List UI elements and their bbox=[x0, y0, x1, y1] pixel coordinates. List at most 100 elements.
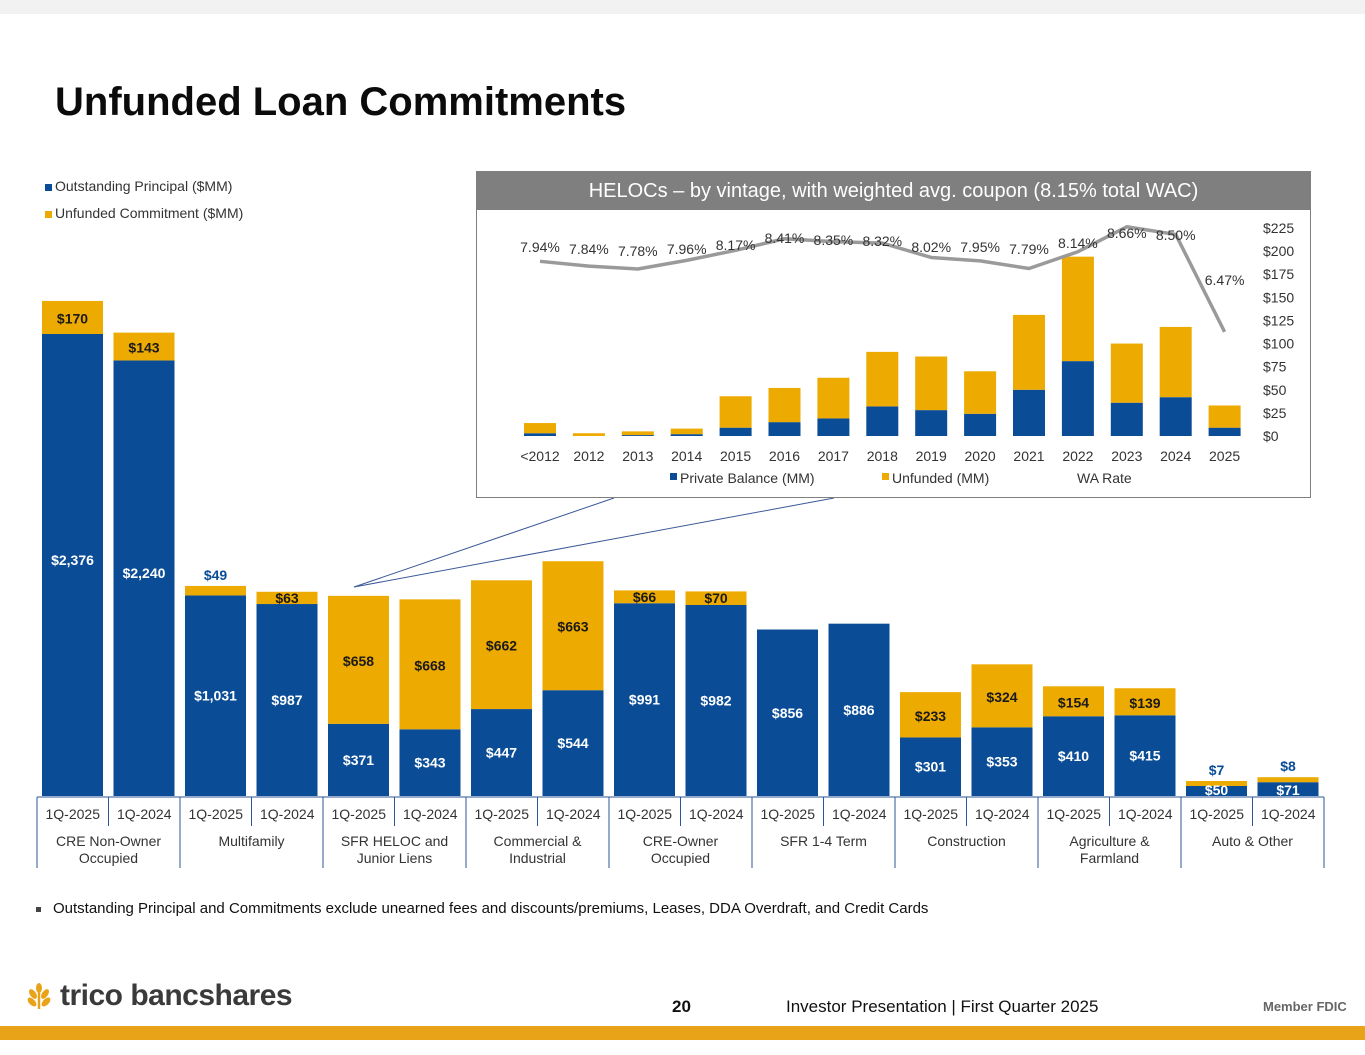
bar-principal bbox=[256, 604, 318, 796]
heloc-rate-label: 8.17% bbox=[716, 237, 756, 253]
heloc-y-tick: $125 bbox=[1263, 312, 1294, 328]
data-label-unfunded: $233 bbox=[915, 708, 946, 724]
data-label-principal: $447 bbox=[486, 745, 517, 761]
bar-principal bbox=[471, 709, 532, 796]
wheat-logo-icon bbox=[27, 983, 51, 1009]
bar-principal bbox=[42, 334, 103, 796]
data-label-unfunded: $668 bbox=[414, 657, 445, 673]
data-label-principal: $856 bbox=[772, 705, 803, 721]
heloc-bar-balance bbox=[915, 410, 948, 436]
heloc-legend-swatch bbox=[882, 473, 889, 480]
page-title: Unfunded Loan Commitments bbox=[55, 80, 627, 124]
heloc-bar-balance bbox=[964, 413, 997, 436]
group-label: Construction bbox=[927, 833, 1006, 849]
heloc-bar-unfunded bbox=[1208, 405, 1241, 428]
heloc-y-tick: $225 bbox=[1263, 220, 1294, 236]
period-label: 1Q-2024 bbox=[689, 806, 744, 822]
period-label: 1Q-2024 bbox=[403, 806, 458, 822]
data-label-unfunded: $49 bbox=[204, 567, 228, 583]
heloc-y-tick: $100 bbox=[1263, 336, 1294, 352]
bar-unfunded bbox=[113, 332, 175, 361]
heloc-x-label: <2012 bbox=[520, 448, 560, 464]
bar-unfunded bbox=[971, 664, 1033, 728]
group-label: CRE Non-Owner Occupied bbox=[56, 833, 161, 866]
heloc-rate-label: 8.32% bbox=[862, 233, 902, 249]
heloc-y-tick: $75 bbox=[1263, 359, 1287, 375]
data-label-unfunded: $63 bbox=[275, 590, 299, 606]
heloc-bar-balance bbox=[670, 434, 703, 436]
bar-principal bbox=[328, 723, 389, 796]
heloc-y-tick: $150 bbox=[1263, 289, 1294, 305]
data-label-unfunded: $324 bbox=[986, 689, 1017, 705]
data-label-principal: $50 bbox=[1205, 782, 1229, 798]
bar-unfunded bbox=[1114, 688, 1176, 716]
heloc-x-label: 2019 bbox=[916, 448, 947, 464]
heloc-legend-label: Private Balance (MM) bbox=[680, 470, 815, 486]
main-loan-chart: Outstanding Principal ($MM) Unfunded Comm… bbox=[36, 178, 1325, 868]
heloc-x-label: 2012 bbox=[573, 448, 604, 464]
heloc-rate-label: 6.47% bbox=[1205, 272, 1245, 288]
bar-principal bbox=[542, 690, 604, 796]
period-label: 1Q-2024 bbox=[1118, 806, 1173, 822]
heloc-legend-label: Unfunded (MM) bbox=[892, 470, 989, 486]
bar-unfunded bbox=[614, 590, 675, 604]
heloc-x-label: 2022 bbox=[1062, 448, 1093, 464]
heloc-bar-balance bbox=[1159, 397, 1192, 436]
heloc-bar-balance bbox=[1110, 402, 1143, 436]
group-label: Commercial & Industrial bbox=[494, 833, 583, 866]
member-fdic: Member FDIC bbox=[1263, 999, 1347, 1014]
heloc-inset-title: HELOCs – by vintage, with weighted avg. … bbox=[477, 172, 1310, 210]
heloc-bar-unfunded bbox=[1061, 256, 1094, 362]
data-label-unfunded: $66 bbox=[633, 589, 657, 605]
heloc-bar-unfunded bbox=[1110, 343, 1143, 403]
data-label-unfunded: $170 bbox=[57, 310, 88, 326]
heloc-bar-unfunded bbox=[719, 396, 752, 428]
period-label: 1Q-2024 bbox=[1261, 806, 1316, 822]
bar-principal bbox=[399, 729, 461, 796]
data-label-principal: $71 bbox=[1276, 782, 1300, 798]
data-label-principal: $2,240 bbox=[123, 565, 166, 581]
heloc-bar-balance bbox=[719, 427, 752, 436]
heloc-inset-panel: HELOCs – by vintage, with weighted avg. … bbox=[476, 171, 1311, 498]
legend-swatch bbox=[45, 184, 52, 191]
bar-principal bbox=[1186, 786, 1247, 796]
legend-swatch bbox=[45, 211, 52, 218]
heloc-bar-balance bbox=[1208, 427, 1241, 436]
group-label: Multifamily bbox=[218, 833, 284, 849]
bar-unfunded bbox=[1257, 777, 1319, 783]
data-label-unfunded: $154 bbox=[1058, 694, 1089, 710]
bar-principal bbox=[614, 603, 675, 796]
data-label-unfunded: $663 bbox=[557, 619, 588, 635]
period-label: 1Q-2024 bbox=[975, 806, 1030, 822]
heloc-x-label: 2023 bbox=[1111, 448, 1142, 464]
heloc-bar-unfunded bbox=[915, 356, 948, 411]
data-label-principal: $987 bbox=[271, 692, 302, 708]
heloc-bar-balance bbox=[768, 422, 801, 436]
bar-principal bbox=[971, 727, 1033, 796]
bar-unfunded bbox=[471, 580, 532, 710]
heloc-x-label: 2017 bbox=[818, 448, 849, 464]
footnote-text: Outstanding Principal and Commitments ex… bbox=[53, 900, 929, 917]
data-label-principal: $1,031 bbox=[194, 688, 237, 704]
bar-principal bbox=[1257, 782, 1319, 796]
heloc-bar-unfunded bbox=[866, 351, 899, 407]
bar-principal bbox=[1114, 715, 1176, 796]
heloc-x-label: 2014 bbox=[671, 448, 702, 464]
data-label-unfunded: $658 bbox=[343, 653, 374, 669]
heloc-bar-balance bbox=[621, 435, 654, 436]
footer-text: Investor Presentation | First Quarter 20… bbox=[786, 997, 1099, 1016]
bar-principal bbox=[1043, 716, 1104, 796]
period-label: 1Q-2025 bbox=[904, 806, 959, 822]
data-label-unfunded: $7 bbox=[1209, 762, 1225, 778]
page-number: 20 bbox=[672, 997, 691, 1016]
heloc-bar-unfunded bbox=[817, 377, 850, 419]
heloc-bar-balance bbox=[524, 433, 556, 436]
heloc-bar-unfunded bbox=[1013, 314, 1045, 390]
data-label-unfunded: $662 bbox=[486, 638, 517, 654]
bar-principal bbox=[185, 595, 246, 796]
data-label-principal: $410 bbox=[1058, 748, 1089, 764]
bar-unfunded bbox=[1186, 781, 1247, 786]
heloc-bar-balance bbox=[1013, 389, 1045, 436]
data-label-unfunded: $8 bbox=[1280, 758, 1296, 774]
bar-unfunded bbox=[900, 692, 961, 738]
